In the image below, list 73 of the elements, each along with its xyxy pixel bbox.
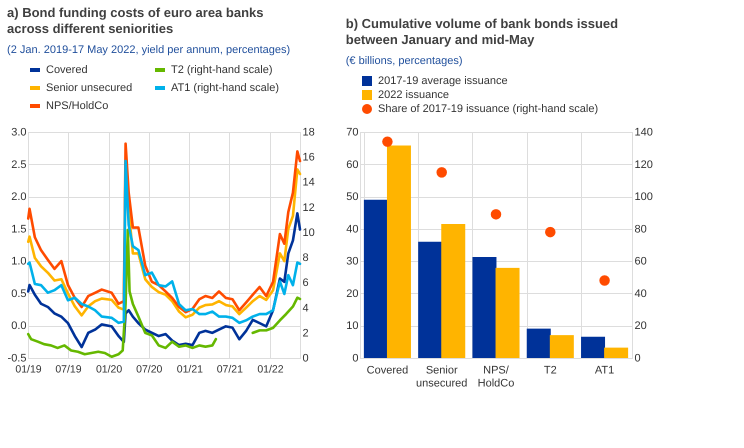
y-tick-label: -0.5 xyxy=(8,352,26,364)
x-tick-label: AT1 xyxy=(594,364,614,376)
y-tick-label: 1.0 xyxy=(11,256,26,268)
x-tick-label: 07/21 xyxy=(216,364,244,376)
legend-label: Share of 2017-19 issuance (right-hand scale) xyxy=(378,103,598,115)
bar xyxy=(418,242,442,358)
chart-subtitle: (€ billions, percentages) xyxy=(346,55,463,67)
legend-label: NPS/HoldCo xyxy=(46,100,108,112)
y2-tick-label: 60 xyxy=(634,256,647,268)
y2-tick-label: 0 xyxy=(302,352,309,364)
x-tick-label: Covered xyxy=(366,364,408,376)
bar xyxy=(441,224,466,358)
chart-title: b) Cumulative volume of bank bonds issued between January and mid-May xyxy=(346,16,618,47)
y2-tick-label: 6 xyxy=(302,277,309,290)
y-tick-label: 60 xyxy=(346,158,358,171)
legend-label: 2017-19 average issuance xyxy=(378,75,508,87)
x-tick-label: 07/20 xyxy=(136,364,163,376)
y-tick-label: 3.0 xyxy=(11,126,26,138)
y2-tick-label: 10 xyxy=(302,226,315,239)
bar xyxy=(472,256,496,358)
y-tick-label: 0.0 xyxy=(11,320,26,332)
y-tick-label: 2.5 xyxy=(11,158,26,171)
legend-label: Senior unsecured xyxy=(46,82,132,94)
legend-label: T2 (right-hand scale) xyxy=(171,64,272,76)
bar xyxy=(496,268,520,358)
x-tick-label: T2 xyxy=(544,364,557,376)
y-tick-label: 30 xyxy=(346,256,358,268)
bar xyxy=(550,335,574,358)
x-tick-label: 07/19 xyxy=(55,364,82,376)
y-tick-label: 70 xyxy=(346,126,358,138)
bar xyxy=(364,200,388,358)
y2-tick-label: 100 xyxy=(634,191,653,204)
chart-subtitle: (2 Jan. 2019-17 May 2022, yield per annum, percentages) xyxy=(7,44,290,56)
y2-tick-label: 4 xyxy=(302,302,309,314)
y-tick-label: 2.0 xyxy=(11,191,26,204)
y-tick-label: 10 xyxy=(346,320,358,332)
bar xyxy=(526,328,551,358)
x-tick-label: 01/20 xyxy=(96,364,122,376)
y-tick-label: 0.5 xyxy=(11,288,26,300)
x-tick-label: 01/19 xyxy=(15,364,42,376)
y2-tick-label: 2 xyxy=(302,327,309,340)
legend-label: AT1 (right-hand scale) xyxy=(171,82,280,94)
x-tick-label: 01/22 xyxy=(257,364,284,376)
point xyxy=(545,226,556,238)
y-tick-label: 20 xyxy=(346,288,358,300)
point xyxy=(382,136,393,147)
legend-label: Covered xyxy=(46,64,88,76)
y2-tick-label: 20 xyxy=(634,320,647,332)
y2-tick-label: 12 xyxy=(302,202,315,214)
bar xyxy=(604,348,628,358)
y-tick-label: 1.5 xyxy=(11,223,26,236)
point xyxy=(490,209,502,220)
y-tick-label: 0 xyxy=(352,352,358,364)
y2-tick-label: 80 xyxy=(634,223,647,236)
x-tick-label: NPS/ HoldCo xyxy=(478,364,514,390)
y2-tick-label: 14 xyxy=(302,176,315,189)
x-tick-label: 01/21 xyxy=(176,364,204,376)
y2-tick-label: 8 xyxy=(302,252,309,264)
y2-tick-label: 18 xyxy=(302,126,315,138)
bar xyxy=(581,336,606,358)
y-tick-label: 50 xyxy=(346,191,358,204)
point xyxy=(436,167,447,178)
y2-tick-label: 40 xyxy=(634,288,647,300)
y2-tick-label: 120 xyxy=(634,158,653,171)
chart-title: a) Bond funding costs of euro area banks across different seniorities xyxy=(7,5,264,36)
y-tick-label: 40 xyxy=(346,223,358,236)
y2-tick-label: 0 xyxy=(634,352,641,364)
y2-tick-label: 140 xyxy=(634,126,653,138)
x-tick-label: Senior unsecured xyxy=(416,364,468,390)
legend-label: 2022 issuance xyxy=(378,89,449,101)
bar xyxy=(386,146,411,358)
y2-tick-label: 16 xyxy=(302,152,315,164)
point xyxy=(599,275,610,286)
